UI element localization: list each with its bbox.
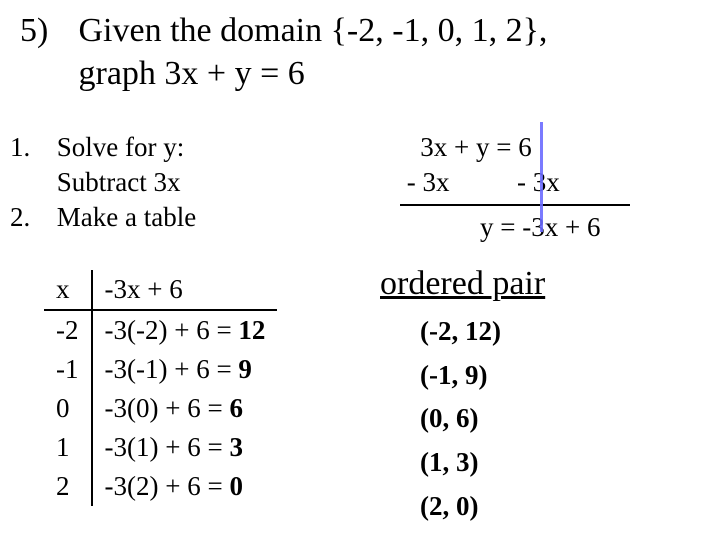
table-row: 0 -3(0) + 6 = 6 <box>44 389 277 428</box>
step1-subtext: Subtract 3x <box>57 165 181 200</box>
table-expr: -3(-2) + 6 = 12 <box>92 310 278 350</box>
step1-text: Solve for y: <box>57 130 185 165</box>
table-row: 2 -3(2) + 6 = 0 <box>44 467 277 506</box>
problem-line1: Given the domain {-2, -1, 0, 1, 2}, <box>79 12 548 49</box>
solve-line-1: 3x + y = 6 <box>400 130 560 165</box>
problem-number: 5) <box>20 10 70 53</box>
ordered-pairs-list: (-2, 12) (-1, 9) (0, 6) (1, 3) (2, 0) <box>420 310 501 529</box>
ordered-pair: (0, 6) <box>420 397 501 441</box>
table-x: -1 <box>44 350 92 389</box>
problem-line2: graph 3x + y = 6 <box>79 55 305 92</box>
table-header-x: x <box>44 270 92 310</box>
table-header-expr: -3x + 6 <box>92 270 278 310</box>
xy-table: x -3x + 6 -2 -3(-2) + 6 = 12 -1 -3(-1) +… <box>44 270 277 506</box>
table-row: -1 -3(-1) + 6 = 9 <box>44 350 277 389</box>
table-expr: -3(-1) + 6 = 9 <box>92 350 278 389</box>
step2-text: Make a table <box>57 200 196 235</box>
ordered-pair: (-2, 12) <box>420 310 501 354</box>
ordered-pair: (-1, 9) <box>420 354 501 398</box>
solve-work: 3x + y = 6 - 3x - 3x y = -3x + 6 <box>400 130 560 200</box>
step1-number: 1. <box>10 130 50 165</box>
table-expr: -3(1) + 6 = 3 <box>92 428 278 467</box>
table-row: -2 -3(-2) + 6 = 12 <box>44 310 277 350</box>
table-x: 1 <box>44 428 92 467</box>
text-cursor <box>540 122 543 232</box>
step2-number: 2. <box>10 200 50 235</box>
problem-text: Given the domain {-2, -1, 0, 1, 2}, grap… <box>79 10 699 95</box>
solve-line-2: - 3x - 3x <box>400 165 560 200</box>
steps-block: 1. Solve for y: Subtract 3x 2. Make a ta… <box>10 130 196 235</box>
ordered-pair: (2, 0) <box>420 485 501 529</box>
table-expr: -3(2) + 6 = 0 <box>92 467 278 506</box>
table-x: 0 <box>44 389 92 428</box>
ordered-pair-heading: ordered pair <box>380 265 545 303</box>
table-expr: -3(0) + 6 = 6 <box>92 389 278 428</box>
table-row: 1 -3(1) + 6 = 3 <box>44 428 277 467</box>
solve-underline <box>400 204 630 206</box>
problem-title: 5) Given the domain {-2, -1, 0, 1, 2}, g… <box>20 10 700 95</box>
ordered-pair: (1, 3) <box>420 441 501 485</box>
table-x: -2 <box>44 310 92 350</box>
table-x: 2 <box>44 467 92 506</box>
